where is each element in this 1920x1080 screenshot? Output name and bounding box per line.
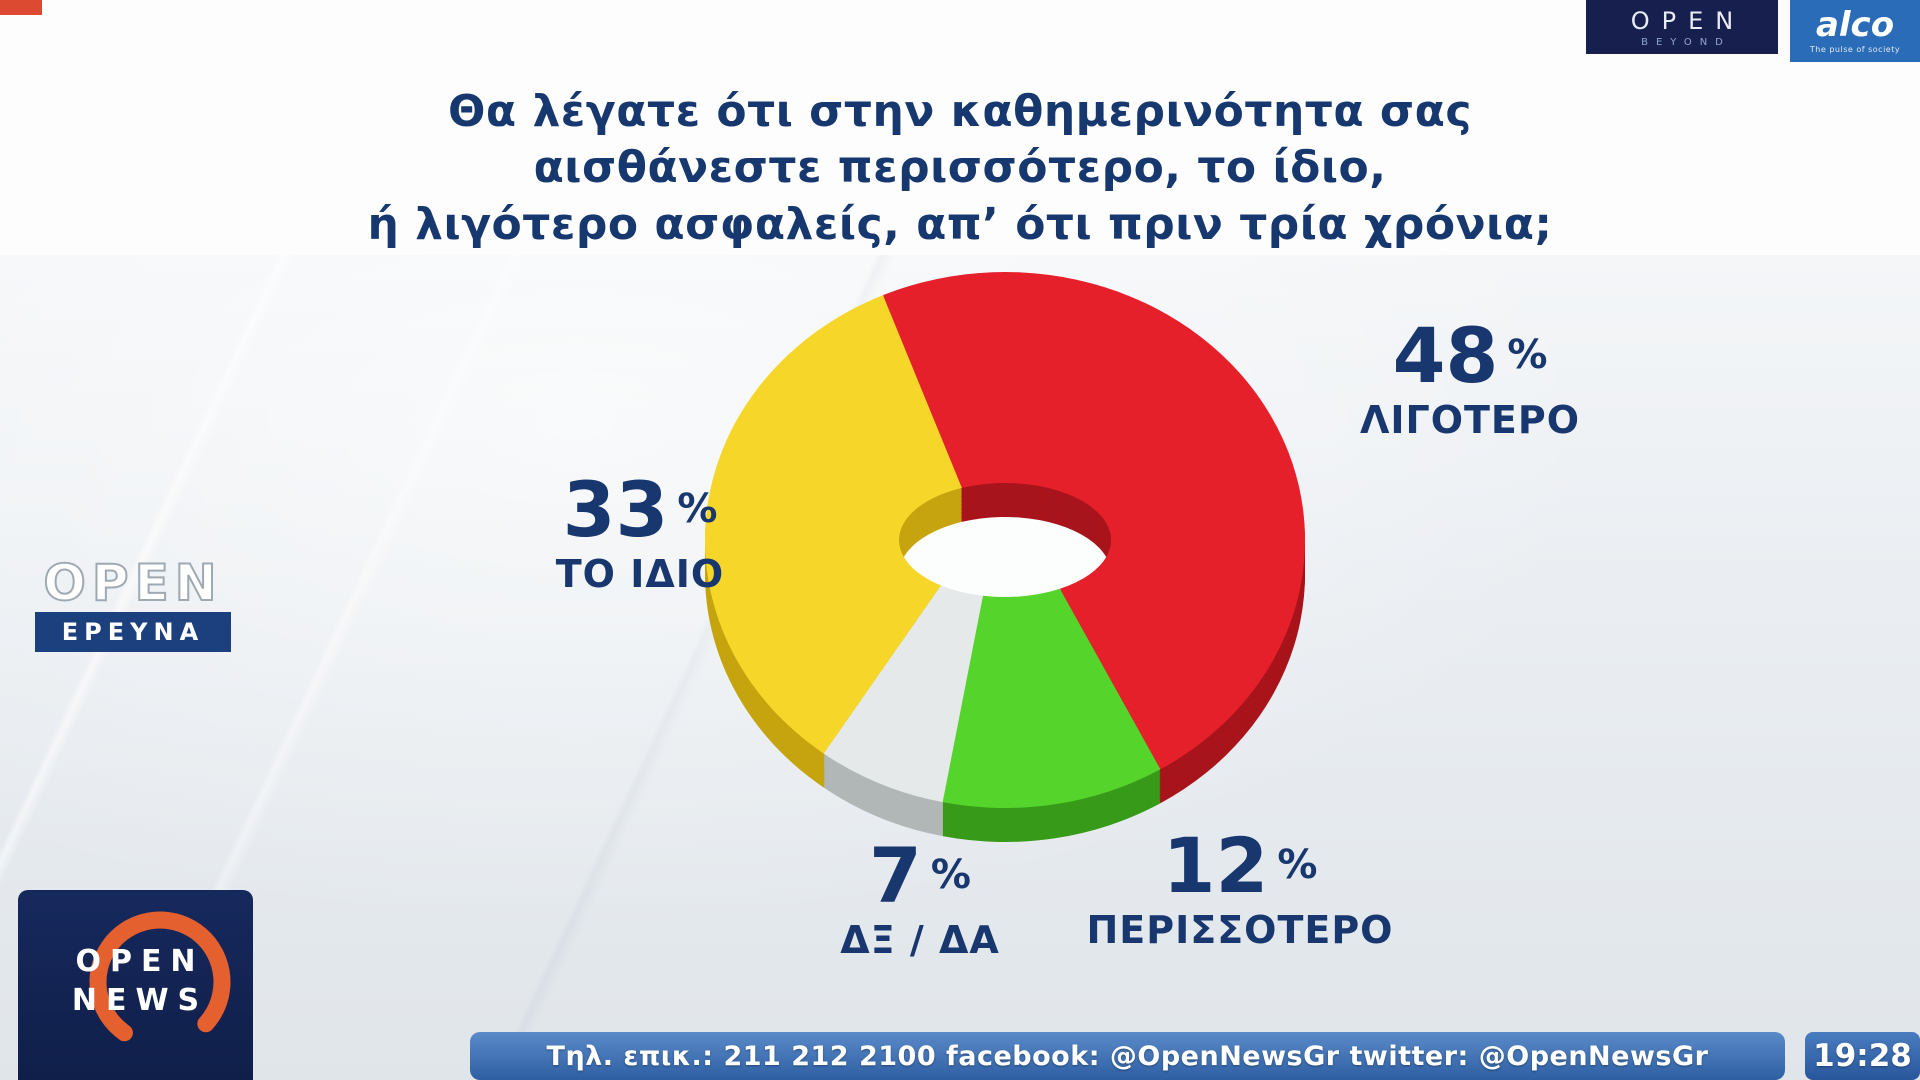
open-ereyna-wordmark: OPEN bbox=[42, 554, 223, 612]
open-news-logo: OPEN NEWS bbox=[18, 890, 253, 1080]
poll-question-line3: ή λιγότερο ασφαλείς, απ’ ότι πριν τρία χ… bbox=[367, 198, 1553, 250]
open-news-wordmark: OPEN NEWS bbox=[18, 944, 253, 1018]
slice-name: ΔΞ / ΔΑ bbox=[840, 918, 1000, 962]
slice-value: 7 bbox=[869, 831, 922, 920]
poll-question-line1: Θα λέγατε ότι στην καθημερινότητα σας bbox=[448, 86, 1472, 137]
percent-sign: % bbox=[1277, 842, 1318, 888]
slice-label-ligotero: 48 % ΛΙΓΟΤΕΡΟ bbox=[1320, 318, 1620, 443]
open-ereyna-logo: OPEN ΕΡΕΥΝΑ bbox=[35, 554, 231, 652]
clock: 19:28 bbox=[1805, 1032, 1920, 1080]
slice-value: 33 bbox=[562, 465, 669, 554]
slice-value: 48 bbox=[1392, 311, 1499, 400]
slice-value-row: 12 % bbox=[1080, 828, 1400, 904]
slice-label-perissotero: 12 % ΠΕΡΙΣΣΟΤΕΡΟ bbox=[1080, 828, 1400, 953]
open-news-swirl-icon bbox=[89, 911, 231, 1053]
slice-name: ΠΕΡΙΣΣΟΤΕΡΟ bbox=[1086, 908, 1394, 952]
open-news-line1: OPEN bbox=[75, 944, 205, 979]
corner-accent bbox=[0, 0, 42, 15]
percent-sign: % bbox=[677, 486, 718, 532]
alco-logo: alco The pulse of society bbox=[1790, 0, 1920, 62]
slice-name: ΤΟ ΙΔΙΟ bbox=[555, 552, 725, 596]
slice-label-dxda: 7 % ΔΞ / ΔΑ bbox=[810, 838, 1030, 963]
percent-sign: % bbox=[1507, 332, 1548, 378]
slice-label-toidio: 33 % ΤΟ ΙΔΙΟ bbox=[500, 472, 780, 597]
slice-value: 12 bbox=[1162, 821, 1269, 910]
poll-question: Θα λέγατε ότι στην καθημερινότητα σας αι… bbox=[0, 84, 1920, 253]
poll-question-line2: αισθάνεστε περισσότερο, το ίδιο, bbox=[533, 142, 1387, 194]
footer-contact-bar: Τηλ. επικ.: 211 212 2100 facebook: @Open… bbox=[470, 1032, 1785, 1080]
open-beyond-sub: BEYOND bbox=[1641, 36, 1731, 48]
open-news-line2: NEWS bbox=[71, 983, 209, 1018]
open-ereyna-band: ΕΡΕΥΝΑ bbox=[35, 612, 231, 652]
open-beyond-logo: OPEN BEYOND bbox=[1586, 0, 1778, 54]
slice-name: ΛΙΓΟΤΕΡΟ bbox=[1359, 398, 1581, 442]
slice-value-row: 48 % bbox=[1320, 318, 1620, 394]
slice-value-row: 7 % bbox=[810, 838, 1030, 914]
clock-time: 19:28 bbox=[1813, 1038, 1912, 1074]
footer-contact-text: Τηλ. επικ.: 211 212 2100 facebook: @Open… bbox=[546, 1040, 1709, 1072]
alco-wordmark: alco bbox=[1815, 5, 1895, 45]
percent-sign: % bbox=[930, 852, 971, 898]
open-beyond-wordmark: OPEN bbox=[1630, 6, 1746, 35]
alco-tagline: The pulse of society bbox=[1809, 45, 1901, 54]
slice-value-row: 33 % bbox=[500, 472, 780, 548]
